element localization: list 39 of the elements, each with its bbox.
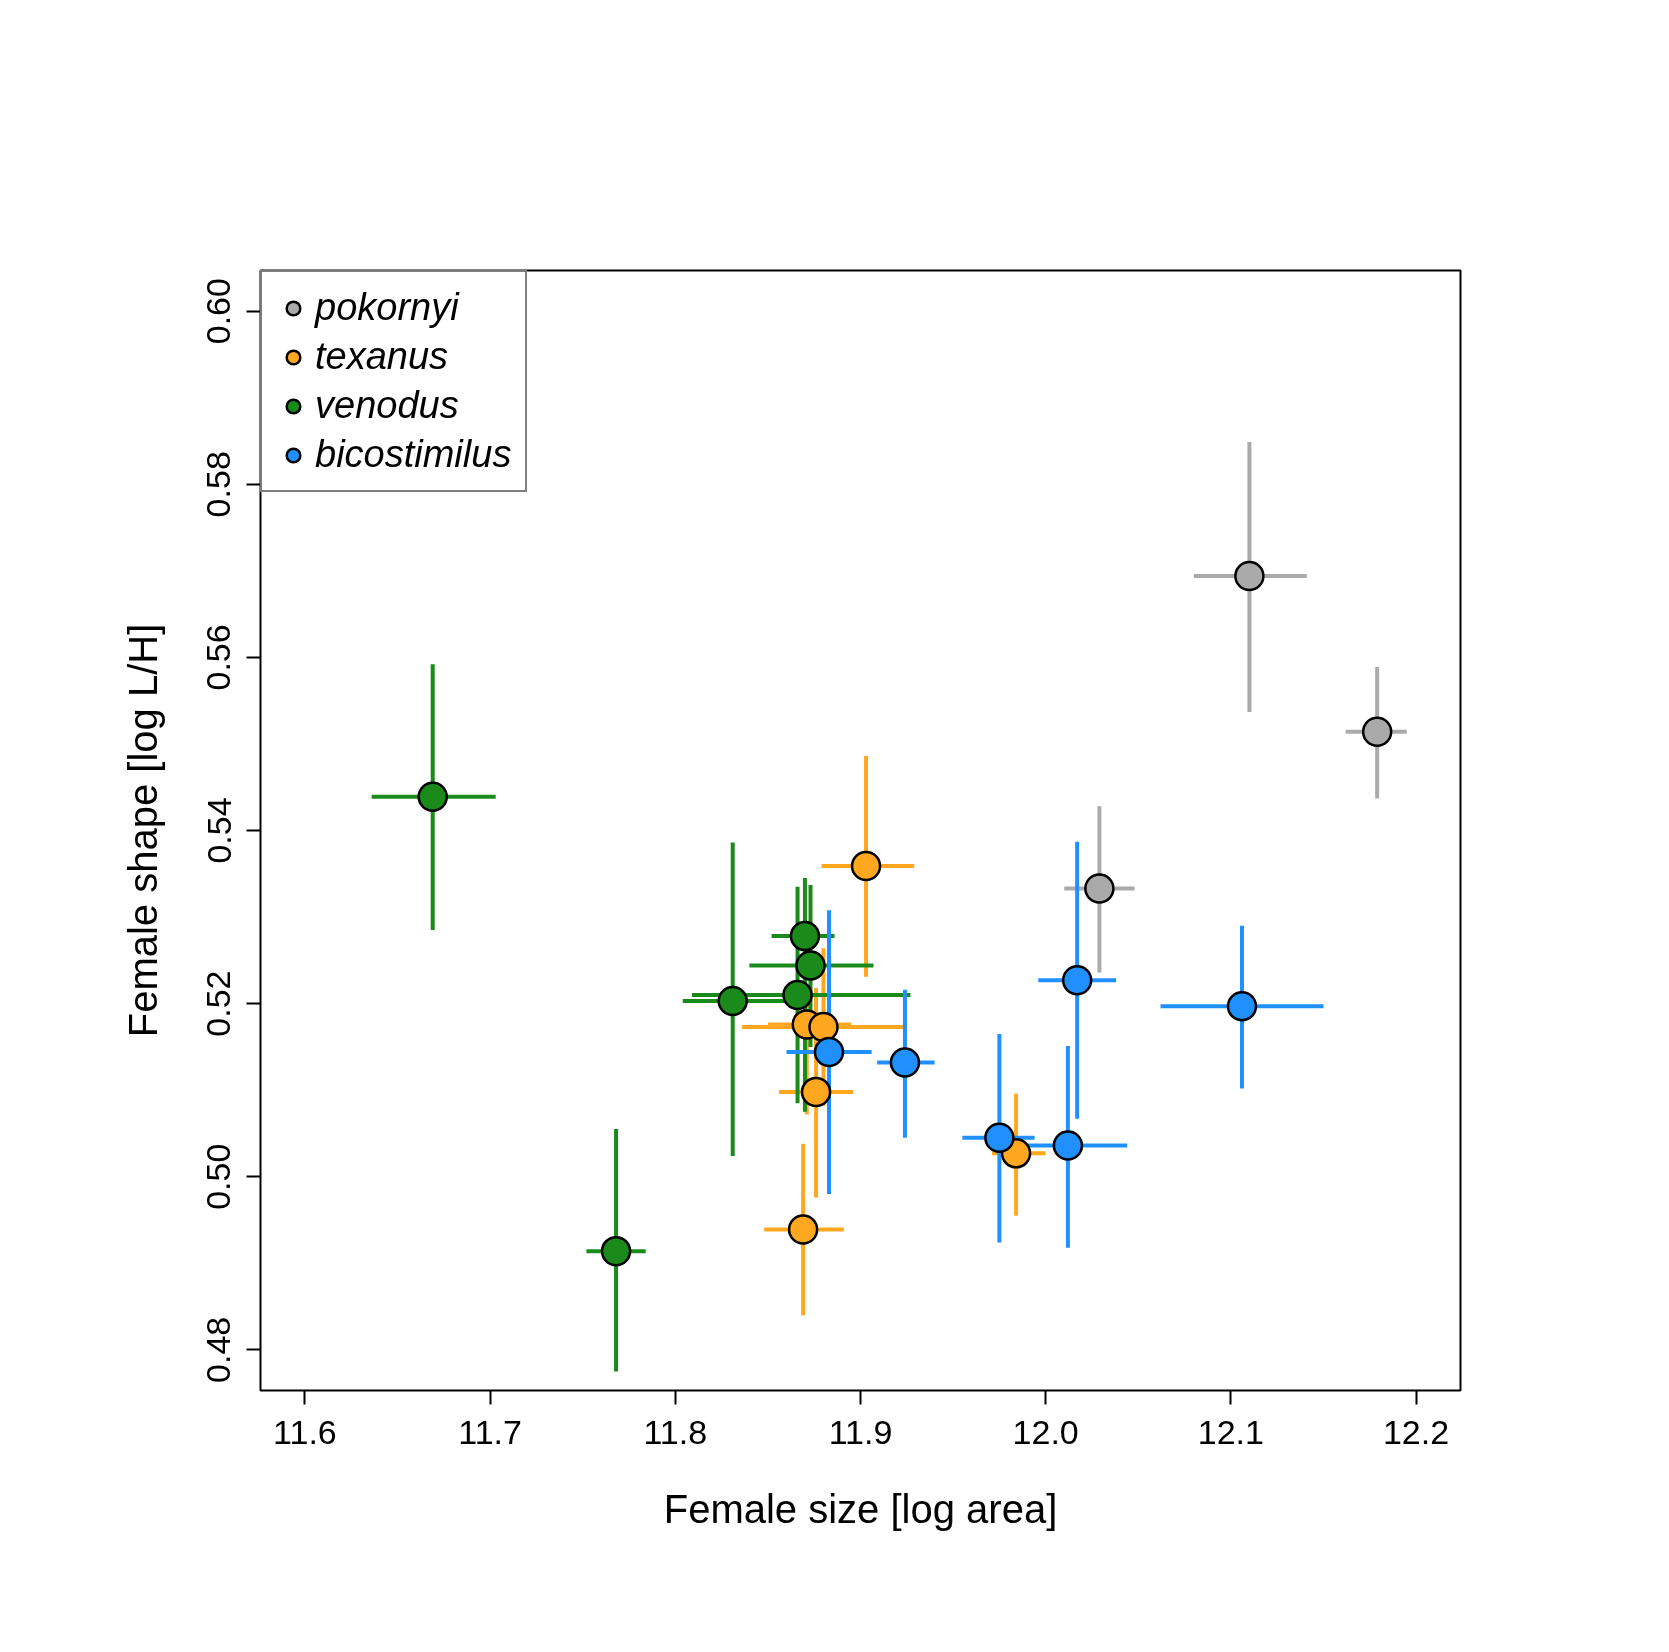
point xyxy=(1226,990,1258,1022)
point xyxy=(808,1011,839,1043)
x-tick-label: 11.8 xyxy=(643,1412,708,1451)
legend-label: pokornyi xyxy=(315,286,459,329)
point xyxy=(1234,560,1265,592)
point xyxy=(795,950,826,981)
y-tick-label: 0.52 xyxy=(199,970,238,1037)
point xyxy=(813,1036,845,1068)
point xyxy=(984,1122,1015,1153)
y-tick-label: 0.58 xyxy=(199,451,238,518)
point xyxy=(789,920,821,952)
point xyxy=(1084,873,1115,904)
legend-label: bicostimilus xyxy=(315,433,512,476)
point xyxy=(717,985,748,1017)
point xyxy=(1052,1130,1084,1161)
y-tick-label: 0.60 xyxy=(199,278,238,345)
y-tick-label: 0.56 xyxy=(199,624,238,691)
x-tick-label: 11.9 xyxy=(828,1412,893,1451)
point xyxy=(889,1047,921,1078)
point xyxy=(600,1235,632,1267)
point xyxy=(1361,716,1393,748)
x-axis-title: Female size [log area] xyxy=(663,1486,1058,1531)
legend-label: venodus xyxy=(315,384,459,427)
y-tick-label: 0.48 xyxy=(199,1316,238,1383)
point xyxy=(417,781,448,812)
y-axis-title: Female shape [log L/H] xyxy=(120,623,165,1038)
point xyxy=(800,1076,832,1108)
point xyxy=(850,850,882,882)
x-tick-label: 12.1 xyxy=(1197,1412,1264,1451)
x-tick-label: 12.0 xyxy=(1012,1412,1079,1451)
y-tick-label: 0.54 xyxy=(199,797,238,864)
x-tick-label: 12.2 xyxy=(1382,1412,1450,1451)
y-tick-label: 0.50 xyxy=(199,1143,238,1210)
legend-label: texanus xyxy=(315,335,449,378)
x-tick-label: 11.7 xyxy=(458,1412,522,1451)
point xyxy=(787,1214,819,1245)
point xyxy=(782,979,813,1011)
point xyxy=(1061,965,1093,996)
x-tick-label: 11.6 xyxy=(273,1412,337,1451)
